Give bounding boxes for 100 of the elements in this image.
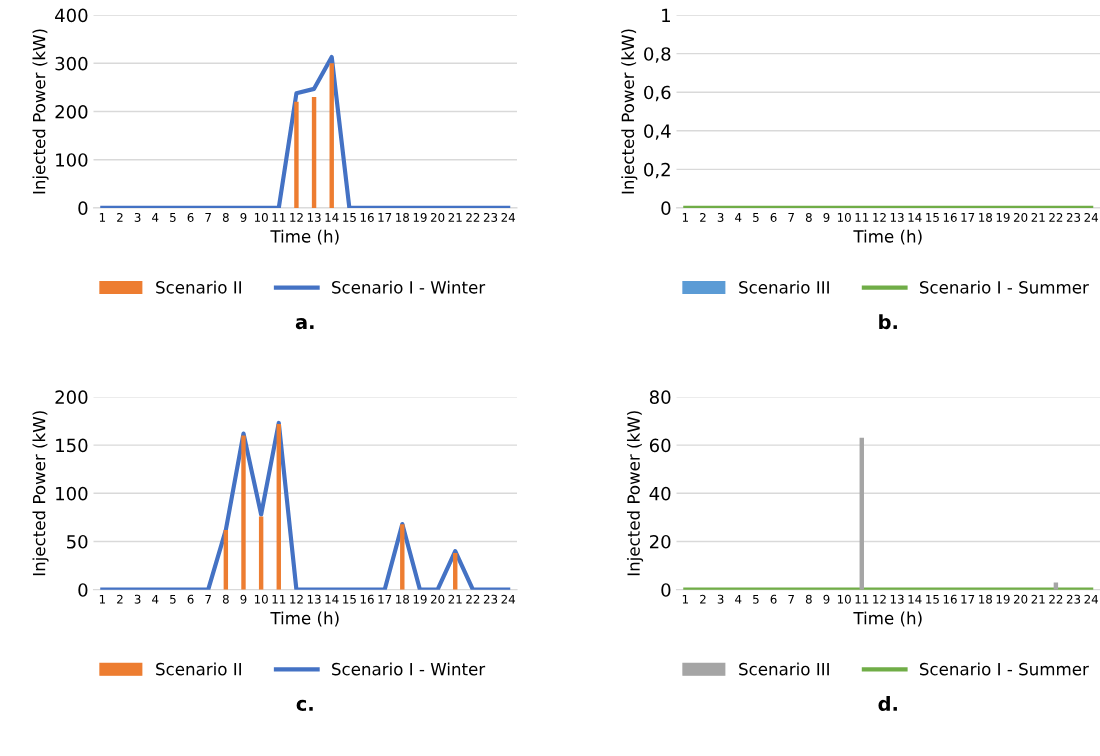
x-tick-label: 7 xyxy=(205,213,211,222)
x-tick-label: 1 xyxy=(99,594,105,604)
y-tick-label: 200 xyxy=(55,390,88,405)
x-tick-label: 2 xyxy=(700,594,706,604)
x-tick-label: 15 xyxy=(343,594,356,604)
y-tick-label: 40 xyxy=(649,486,671,501)
x-tick-label: 23 xyxy=(1066,594,1081,604)
bar xyxy=(329,63,334,208)
y-axis-title: Injected Power (kW) xyxy=(32,29,49,194)
x-tick-label: 17 xyxy=(378,594,392,604)
x-tick-label: 22 xyxy=(1049,594,1063,604)
x-axis-title: Time (h) xyxy=(853,611,922,627)
x-tick-label: 5 xyxy=(170,594,176,604)
x-tick-label: 8 xyxy=(222,212,229,222)
x-tick-label: 24 xyxy=(501,212,516,222)
x-tick-label: 23 xyxy=(483,212,498,222)
x-tick-label: 3 xyxy=(134,212,141,222)
x-tick-label: 8 xyxy=(805,212,812,222)
text: d. xyxy=(878,695,897,711)
x-tick-label: 21 xyxy=(448,594,462,604)
text: b. xyxy=(879,314,897,330)
y-tick-label: 20 xyxy=(649,534,671,549)
x-tick-label: 13 xyxy=(890,594,904,604)
x-tick-label: 14 xyxy=(325,213,339,222)
bar xyxy=(258,516,264,590)
x-tick-label: 11 xyxy=(855,213,869,222)
x-tick-label: 16 xyxy=(943,212,957,222)
text: a. xyxy=(295,318,314,330)
y-tick-label: 0,4 xyxy=(644,124,671,140)
x-tick-label: 9 xyxy=(823,594,830,604)
x-tick-label: 15 xyxy=(926,213,939,222)
x-tick-label: 1 xyxy=(682,594,688,604)
x-tick-label: 6 xyxy=(770,594,777,604)
x-tick-label: 19 xyxy=(996,594,1010,604)
x-tick-label: 11 xyxy=(272,213,286,222)
bar xyxy=(294,101,299,208)
x-axis-title: Time (h) xyxy=(853,229,922,245)
x-tick-label: 21 xyxy=(1031,594,1045,604)
x-tick-label: 13 xyxy=(890,212,904,222)
x-tick-label: 12 xyxy=(873,212,886,222)
x-tick-label: 2 xyxy=(700,212,706,222)
y-tick-label: 400 xyxy=(55,8,88,23)
x-tick-label: 20 xyxy=(430,212,445,222)
line-series xyxy=(100,420,511,590)
x-tick-label: 20 xyxy=(430,594,445,604)
x-tick-label: 4 xyxy=(735,213,742,222)
x-tick-label: 14 xyxy=(325,594,339,604)
x-tick-label: 18 xyxy=(979,594,993,604)
x-tick-label: 19 xyxy=(996,212,1010,222)
bar xyxy=(400,524,405,590)
y-tick-label: 1 xyxy=(662,8,670,22)
x-tick-label: 3 xyxy=(134,594,141,604)
x-tick-label: 3 xyxy=(717,212,724,222)
x-tick-label: 13 xyxy=(307,594,321,604)
y-tick-label: 0 xyxy=(661,583,671,597)
x-tick-label: 16 xyxy=(360,594,374,604)
y-tick-label: 50 xyxy=(67,534,88,549)
legend-label: Scenario I - Summer xyxy=(919,662,1089,676)
x-tick-label: 10 xyxy=(837,594,851,604)
x-tick-label: 2 xyxy=(117,212,123,222)
x-tick-label: 20 xyxy=(1013,594,1028,604)
y-tick-label: 200 xyxy=(55,104,88,119)
y-tick-label: 0 xyxy=(78,201,88,216)
x-tick-label: 15 xyxy=(343,213,356,222)
x-tick-label: 10 xyxy=(837,212,851,222)
x-tick-label: 6 xyxy=(187,594,194,604)
x-tick-label: 11 xyxy=(855,594,869,604)
y-tick-label: 0,6 xyxy=(644,85,671,102)
x-tick-label: 8 xyxy=(805,594,812,604)
x-tick-label: 16 xyxy=(943,594,957,604)
y-tick-label: 80 xyxy=(649,390,671,405)
y-tick-label: 150 xyxy=(56,438,88,453)
x-tick-label: 18 xyxy=(979,212,993,222)
x-tick-label: 6 xyxy=(187,212,194,222)
legend-label: Scenario I - Winter xyxy=(332,662,486,676)
x-tick-label: 22 xyxy=(1049,212,1063,222)
x-tick-label: 7 xyxy=(205,594,211,604)
y-tick-label: 60 xyxy=(649,438,671,453)
legend-label: Scenario II xyxy=(156,280,241,294)
x-tick-label: 23 xyxy=(483,594,498,604)
x-tick-label: 5 xyxy=(170,213,176,222)
x-tick-label: 8 xyxy=(222,594,229,604)
x-tick-label: 22 xyxy=(466,594,480,604)
x-tick-label: 15 xyxy=(926,594,939,604)
x-tick-label: 18 xyxy=(396,594,410,604)
x-tick-label: 20 xyxy=(1013,212,1028,222)
x-tick-label: 21 xyxy=(1031,212,1045,222)
x-tick-label: 13 xyxy=(307,212,321,222)
bar xyxy=(276,423,281,590)
y-tick-label: 0,2 xyxy=(644,162,670,179)
x-axis-title: Time (h) xyxy=(270,611,339,627)
x-tick-label: 18 xyxy=(396,212,410,222)
y-axis-title: Injected Power (kW) xyxy=(621,29,638,194)
x-tick-label: 22 xyxy=(466,212,480,222)
x-tick-label: 17 xyxy=(961,594,975,604)
legend-label: Scenario III xyxy=(739,280,829,294)
x-tick-label: 23 xyxy=(1066,212,1081,222)
x-tick-label: 16 xyxy=(360,212,374,222)
x-tick-label: 17 xyxy=(961,213,975,222)
x-tick-label: 24 xyxy=(1084,594,1099,604)
